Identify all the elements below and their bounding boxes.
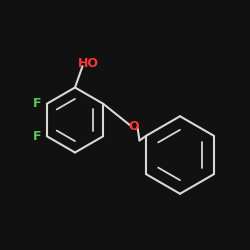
Text: F: F <box>32 97 41 110</box>
Text: F: F <box>32 130 41 143</box>
Text: HO: HO <box>78 57 99 70</box>
Text: O: O <box>128 120 139 133</box>
